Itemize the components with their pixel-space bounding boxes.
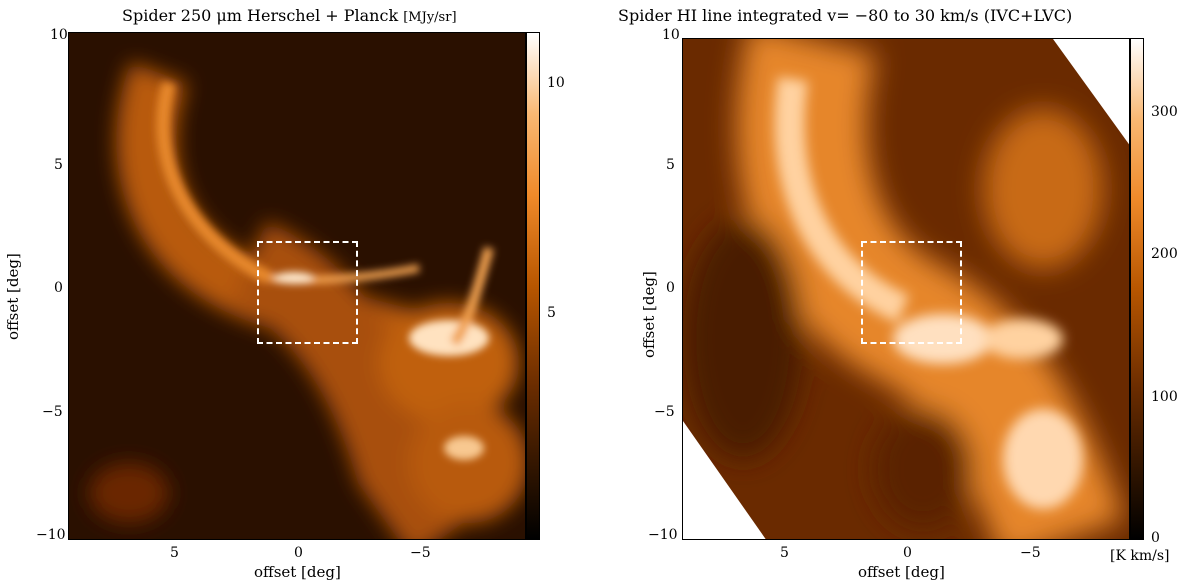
left-y-tick-10: 10: [50, 27, 68, 43]
left-x-tick-neg5: −5: [410, 545, 431, 561]
right-y-tick-10: 10: [662, 27, 680, 43]
right-x-tick-0: 0: [903, 545, 912, 561]
left-x-tick-5: 5: [170, 545, 179, 561]
right-map-image: [682, 38, 1130, 540]
right-x-axis-label: offset [deg]: [858, 563, 945, 581]
left-x-tick-0: 0: [294, 545, 303, 561]
left-y-tick-neg10: −10: [36, 527, 66, 543]
left-colorbar-tick-10: 10: [547, 75, 565, 91]
right-y-tick-neg5: −5: [654, 404, 675, 420]
right-region-box: [861, 241, 962, 344]
left-colorbar: [526, 32, 540, 540]
right-panel-title: Spider HI line integrated v= −80 to 30 k…: [618, 6, 1072, 25]
right-colorbar-tick-300: 300: [1151, 104, 1178, 120]
right-y-axis-label: offset [deg]: [640, 271, 658, 358]
right-y-tick-neg10: −10: [648, 527, 678, 543]
right-colorbar: [1130, 38, 1144, 540]
left-colorbar-unit: [MJy/sr]: [403, 10, 457, 25]
left-y-tick-0: 0: [54, 280, 63, 296]
left-region-box: [257, 241, 358, 344]
left-y-tick-5: 5: [54, 157, 63, 173]
left-panel-title: Spider 250 μm Herschel + Planck [MJy/sr]: [122, 6, 457, 25]
left-map-image: [68, 32, 526, 540]
right-y-tick-0: 0: [666, 280, 675, 296]
right-colorbar-tick-200: 200: [1151, 246, 1178, 262]
right-x-tick-neg5: −5: [1020, 545, 1041, 561]
right-colorbar-unit: [K km/s]: [1110, 548, 1170, 564]
left-x-axis-label: offset [deg]: [254, 563, 341, 581]
left-colorbar-tick-5: 5: [547, 305, 556, 321]
right-x-tick-5: 5: [780, 545, 789, 561]
left-y-tick-neg5: −5: [42, 404, 63, 420]
right-title-text: Spider HI line integrated v= −80 to 30 k…: [618, 6, 1073, 25]
right-colorbar-tick-100: 100: [1151, 389, 1178, 405]
left-title-text: Spider 250 μm Herschel + Planck: [122, 6, 399, 25]
right-colorbar-tick-0: 0: [1151, 530, 1160, 546]
right-y-tick-5: 5: [666, 157, 675, 173]
